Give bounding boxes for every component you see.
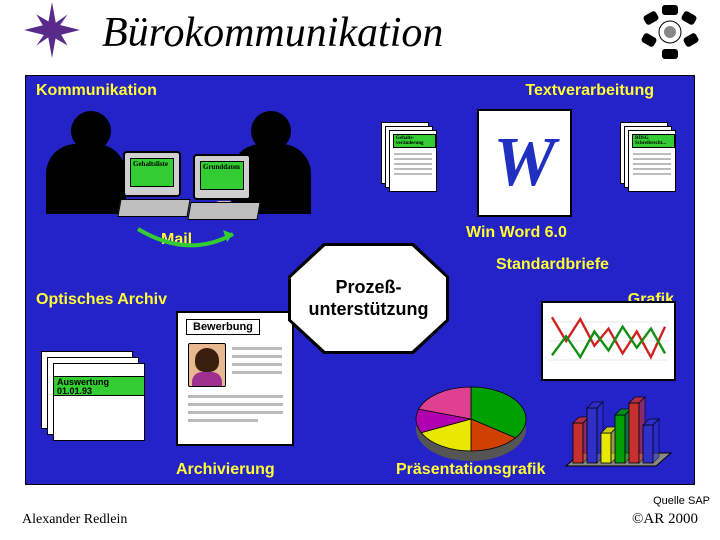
center-octagon: Prozeß-unterstützung xyxy=(291,246,446,351)
applicant-photo-icon xyxy=(188,343,226,387)
doc-stack-left-icon: Gehalts- veränderung xyxy=(381,122,437,194)
label-textverarbeitung: Textverarbeitung xyxy=(525,82,654,100)
kommunikation-illustration: Gehaltsliste Grunddaten xyxy=(41,106,331,246)
report-stack-icon: Auswertung01.01.93 xyxy=(41,351,151,446)
textverarbeitung-illustration: Gehalts- veränderung W BDSG Schreibrecht… xyxy=(381,104,681,234)
bar-chart-icon xyxy=(561,391,676,471)
monitor-right-icon: Grunddaten xyxy=(193,154,251,200)
header: Bürokommunikation xyxy=(0,0,720,65)
label-kommunikation: Kommunikation xyxy=(36,82,157,100)
main-panel: Kommunikation Textverarbeitung Mail Win … xyxy=(25,75,695,485)
line-chart-icon xyxy=(541,301,676,381)
footer-copyright: ©AR 2000 xyxy=(632,511,698,528)
archiv-illustration: Auswertung01.01.93 Bewerbung xyxy=(41,311,311,461)
footer-author: Alexander Redlein xyxy=(22,512,127,528)
page-title: Bürokommunikation xyxy=(102,9,443,57)
label-opt-archiv: Optisches Archiv xyxy=(36,291,167,309)
winword-logo-icon: W xyxy=(477,109,572,217)
star-icon xyxy=(22,0,82,65)
monitor-left-icon: Gehaltsliste xyxy=(123,151,181,197)
grafik-illustration xyxy=(401,301,681,471)
mail-arrow-icon xyxy=(133,224,243,254)
pie-chart-icon xyxy=(406,381,536,466)
label-archivierung: Archivierung xyxy=(176,461,275,479)
source-label: Quelle SAP xyxy=(653,495,710,507)
label-standardbriefe: Standardbriefe xyxy=(496,256,609,274)
bewerbung-doc-icon: Bewerbung xyxy=(176,311,294,446)
doc-stack-right-icon: BDSG Schreibrecht... xyxy=(620,122,676,194)
corner-badge-icon xyxy=(640,5,700,65)
